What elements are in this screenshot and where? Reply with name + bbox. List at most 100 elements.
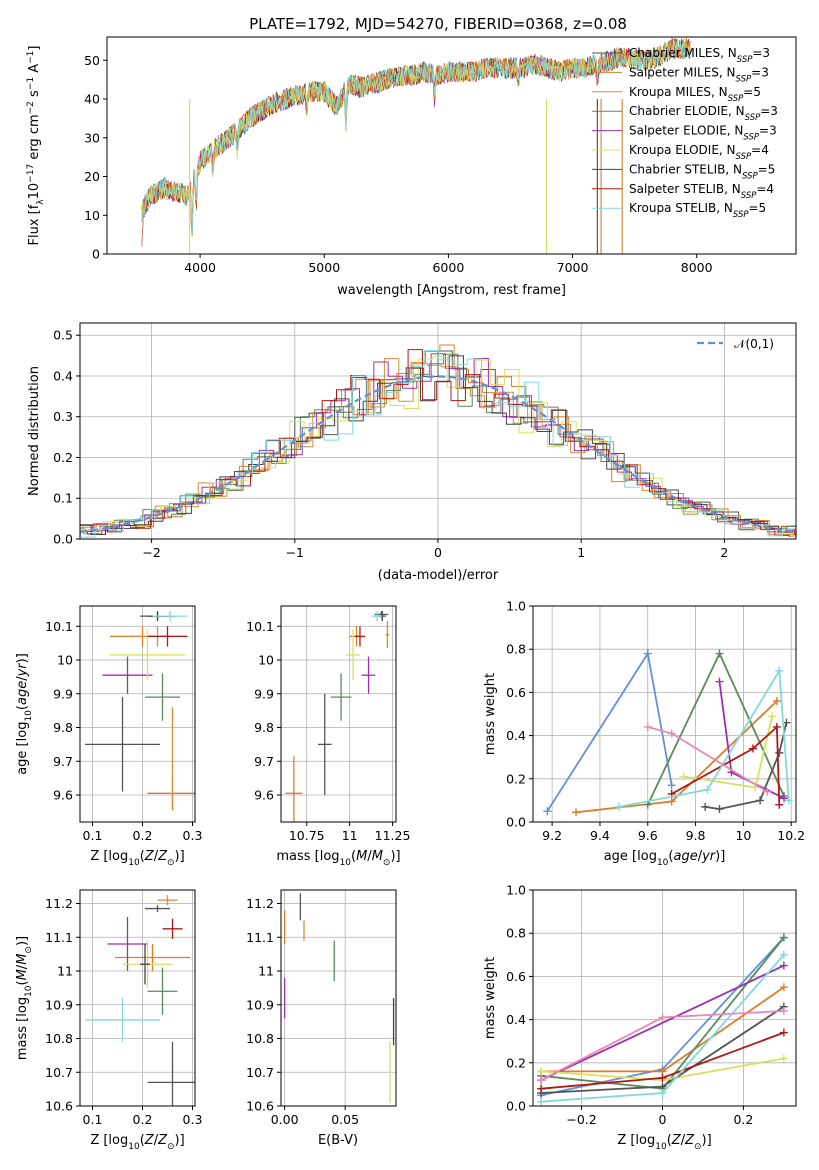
x-tick-label: 9.2	[542, 828, 562, 843]
x-tick-label: 11.25	[375, 828, 411, 843]
y-tick-label: 10.6	[45, 1099, 73, 1114]
legend-entry: Salpeter ELODIE, NSSP=3	[629, 124, 777, 143]
x-axis-label: E(B-V)	[318, 1133, 358, 1148]
legend-entry: Kroupa ELODIE, NSSP=4	[629, 143, 769, 162]
x-tick-label: 9.6	[638, 828, 658, 843]
series-line	[718, 681, 785, 800]
x-tick-label: 10.2	[777, 828, 805, 843]
y-tick-label: 9.7	[254, 754, 274, 769]
legend-entry: Salpeter STELIB, NSSP=4	[629, 182, 774, 201]
x-tick-label: 10.75	[289, 828, 325, 843]
axes-frame	[79, 322, 797, 540]
y-tick-label: 0.6	[506, 685, 526, 700]
y-tick-label: 0.8	[506, 642, 526, 657]
series-line	[540, 964, 785, 1081]
x-tick-label: 0.2	[733, 1112, 753, 1127]
y-tick-label: 9.8	[53, 720, 73, 735]
histogram-step	[80, 356, 796, 537]
legend-entry: Kroupa STELIB, NSSP=5	[629, 201, 766, 220]
series-marker	[643, 649, 652, 658]
series-marker	[775, 800, 784, 809]
legend-entry: Chabrier ELODIE, NSSP=3	[629, 104, 778, 123]
y-tick-label: 9.7	[53, 754, 73, 769]
axes-frame	[79, 889, 196, 1107]
y-tick-label: 0.4	[506, 728, 526, 743]
residuals-panel: −2 −1 0 1 2 0.0 0.1 0.2 0.3 0.4 0.5 𝒩(0,1) (data-mod…	[27, 322, 797, 583]
y-tick-label: 9.6	[254, 788, 274, 803]
y-tick-label: 10	[57, 653, 73, 668]
y-tick-label: 10.8	[246, 1031, 274, 1046]
x-axis-label: Z [log10(Z/Z⊙)]	[90, 1133, 184, 1152]
series-marker	[775, 666, 784, 675]
series-marker	[715, 677, 724, 686]
series-marker	[779, 961, 788, 970]
axes-frame	[106, 36, 797, 255]
series-marker	[779, 950, 788, 959]
y-tick-label: 10.7	[246, 1065, 274, 1080]
legend-entry: Chabrier MILES, NSSP=3	[629, 46, 770, 65]
y-tick-label: 10.1	[45, 619, 73, 634]
x-tick-label: 4000	[184, 260, 216, 275]
series-marker	[768, 712, 777, 721]
x-tick-label: −1	[286, 545, 304, 560]
series-marker	[763, 787, 772, 796]
y-tick-label: 10.1	[246, 619, 274, 634]
y-tick-label: 0.4	[53, 368, 73, 383]
spectrum-panel: 4000 5000 6000 7000 8000 0 10 20 30 40 50 Chabrier …	[26, 36, 797, 298]
y-tick-label: 10	[258, 653, 274, 668]
series-line	[671, 725, 781, 805]
figure-title: PLATE=1792, MJD=54270, FIBERID=0368, z=0…	[249, 15, 627, 33]
series-marker	[667, 729, 676, 738]
y-axis-label: age [log10(age/yr)]	[15, 653, 34, 775]
y-axis-label: mass weight	[483, 957, 498, 1039]
x-tick-label: 11	[342, 828, 358, 843]
series-marker	[715, 649, 724, 658]
x-tick-label: 0.1	[83, 1112, 103, 1127]
legend-entry: Chabrier STELIB, NSSP=5	[629, 162, 775, 181]
y-tick-label: 0.2	[506, 1055, 526, 1070]
series-marker	[748, 744, 757, 753]
y-axis-label: Normed distribution	[27, 366, 42, 496]
series-marker	[537, 1084, 546, 1093]
series-marker	[703, 785, 712, 794]
y-tick-label: 10.9	[246, 997, 274, 1012]
y-tick-label: 10.6	[246, 1099, 274, 1114]
y-tick-label: 9.9	[254, 686, 274, 701]
x-axis-label: (data-model)/error	[378, 568, 499, 583]
x-tick-label: 0.3	[183, 1112, 203, 1127]
series-marker	[779, 1054, 788, 1063]
massweight-vs-z-panel: −0.2 0 0.2 0.0 0.2 0.4 0.6 0.8 1.0 Z [log10(Z/Z⊙)…	[483, 883, 797, 1152]
y-tick-label: 0.8	[506, 926, 526, 941]
x-tick-label: 10	[735, 828, 751, 843]
x-tick-label: 8000	[681, 260, 713, 275]
x-tick-label: 0	[659, 1112, 667, 1127]
spectrum-model-line	[141, 38, 691, 234]
legend-entry: Salpeter MILES, NSSP=3	[629, 65, 769, 84]
series-marker	[658, 1073, 667, 1082]
x-tick-label: 0.2	[133, 828, 153, 843]
y-tick-label: 11	[57, 964, 73, 979]
y-tick-label: 0.3	[53, 409, 73, 424]
y-axis-label: mass [log10(M/M⊙)]	[15, 936, 34, 1060]
histogram-step	[80, 353, 796, 537]
series-line	[546, 651, 673, 812]
x-axis-label: Z [log10(Z/Z⊙)]	[617, 1133, 711, 1152]
y-tick-label: 10.7	[45, 1065, 73, 1080]
histogram-step	[80, 353, 796, 532]
axes-frame	[532, 605, 797, 823]
x-tick-label: 2	[720, 545, 728, 560]
series-line	[618, 667, 790, 808]
y-tick-label: 10	[84, 208, 100, 223]
axes-frame	[280, 605, 397, 823]
axes-frame	[532, 889, 797, 1107]
y-tick-label: 40	[84, 92, 100, 107]
series-marker	[784, 796, 793, 805]
x-tick-label: 0.1	[83, 828, 103, 843]
normal-curve	[80, 375, 796, 533]
legend-entry: 𝒩(0,1)	[734, 337, 774, 351]
series-marker	[667, 797, 676, 806]
y-tick-label: 0.5	[53, 328, 73, 343]
series-marker	[779, 983, 788, 992]
y-tick-label: 10.9	[45, 997, 73, 1012]
series-marker	[779, 1028, 788, 1037]
